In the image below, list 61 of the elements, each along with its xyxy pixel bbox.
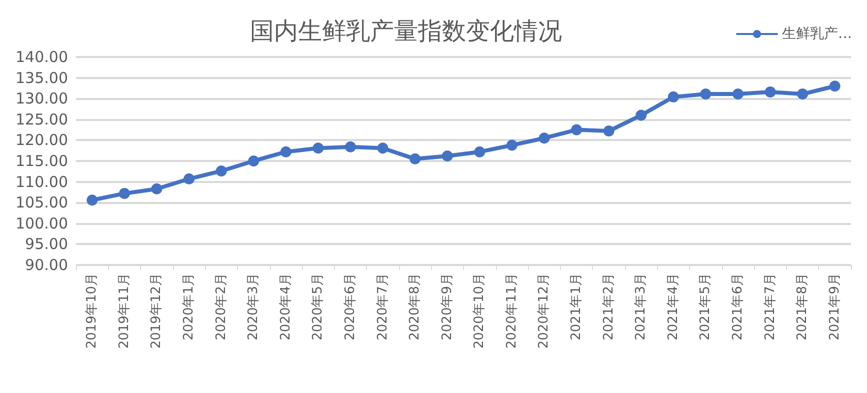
x-tick-label: 2019年10月: [84, 273, 100, 349]
y-tick-label: 135.00: [16, 68, 68, 87]
point: [797, 88, 808, 100]
point: [410, 153, 421, 164]
y-tick-label: 90.00: [25, 256, 68, 274]
point: [184, 173, 195, 184]
y-tick-label: 130.00: [16, 90, 68, 108]
point: [506, 140, 518, 151]
y-tick-label: 110.00: [16, 172, 68, 191]
x-tick-label: 2021年2月: [601, 273, 616, 340]
point: [216, 165, 227, 176]
point: [764, 86, 776, 98]
point: [86, 194, 98, 206]
x-tick-label: 2020年10月: [472, 273, 488, 349]
x-tick-label: 2020年4月: [278, 273, 294, 340]
point: [603, 126, 614, 137]
x-tick-label: 2019年12月: [149, 273, 164, 349]
y-tick-label: 140.00: [16, 48, 68, 66]
x-tick-label: 2020年5月: [310, 273, 326, 340]
x-tick-label: 2020年1月: [182, 273, 197, 340]
point: [442, 150, 453, 162]
point: [732, 88, 744, 100]
point: [571, 124, 582, 136]
point: [344, 141, 356, 152]
point: [829, 80, 840, 92]
x-tick-label: 2019年11月: [116, 273, 132, 349]
x-tick-label: 2021年8月: [795, 273, 810, 340]
point: [636, 110, 647, 121]
point: [538, 132, 550, 144]
x-tick-label: 2020年8月: [408, 273, 423, 340]
chart-title: 国内生鲜乳产量指数变化情况: [250, 17, 562, 45]
point: [118, 188, 130, 199]
x-tick-label: 2021年3月: [634, 273, 649, 340]
y-tick-label: 100.00: [16, 214, 68, 232]
point: [377, 142, 388, 154]
y-tick-label: 120.00: [16, 131, 68, 150]
y-tick-label: 125.00: [16, 110, 68, 128]
x-tick-label: 2021年5月: [698, 273, 714, 340]
x-tick-label: 2020年6月: [342, 273, 358, 340]
x-tick-label: 2021年6月: [730, 273, 746, 340]
legend-label: 生鲜乳产…: [782, 26, 852, 42]
point: [151, 183, 162, 194]
y-tick-label: 115.00: [16, 152, 68, 170]
y-tick-label: 95.00: [25, 235, 68, 254]
x-tick-label: 2020年3月: [246, 273, 262, 340]
x-tick-label: 2020年7月: [375, 273, 390, 340]
x-tick-label: 2021年4月: [666, 273, 681, 340]
x-tick-label: 2021年9月: [827, 273, 842, 340]
x-tick-label: 2020年12月: [536, 273, 552, 349]
x-tick-label: 2020年9月: [440, 273, 455, 340]
x-tick-label: 2021年7月: [762, 273, 778, 340]
x-tick-label: 2020年2月: [214, 273, 229, 340]
point: [668, 91, 679, 102]
x-tick-label: 2020年11月: [504, 273, 520, 349]
point: [312, 142, 324, 154]
point: [248, 156, 260, 166]
point: [474, 146, 486, 158]
y-tick-label: 105.00: [16, 194, 68, 212]
x-tick-label: 2021年1月: [569, 273, 584, 340]
point: [700, 88, 712, 100]
point: [280, 146, 292, 158]
